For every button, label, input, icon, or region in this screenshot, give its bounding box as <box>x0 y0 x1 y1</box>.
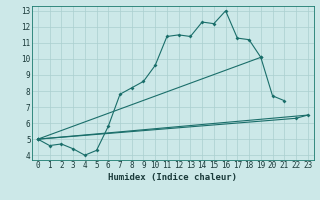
X-axis label: Humidex (Indice chaleur): Humidex (Indice chaleur) <box>108 173 237 182</box>
